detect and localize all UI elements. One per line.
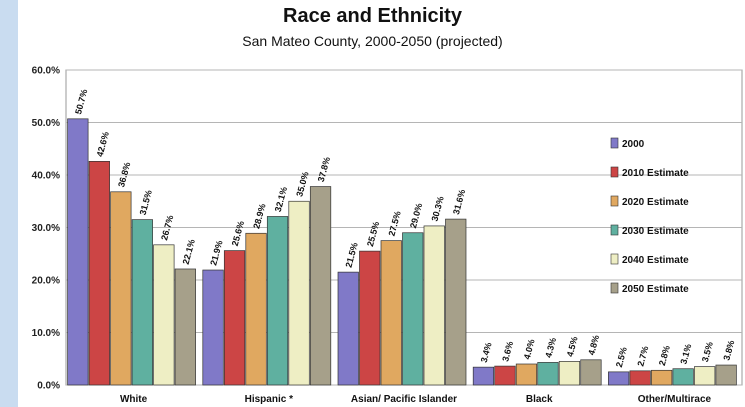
bar xyxy=(174,268,196,386)
legend-swatch xyxy=(610,195,619,207)
bar xyxy=(515,363,538,386)
legend-label: 2030 Estimate xyxy=(622,226,689,237)
bar xyxy=(715,364,737,386)
bar xyxy=(223,250,246,386)
bar xyxy=(580,359,602,386)
x-category-label: White xyxy=(120,394,148,405)
y-tick-label: 20.0% xyxy=(32,276,60,287)
bar xyxy=(402,232,424,386)
chart-subtitle: San Mateo County, 2000-2050 (projected) xyxy=(242,33,503,49)
bar xyxy=(445,218,467,386)
legend-swatch xyxy=(610,253,619,265)
bar xyxy=(558,361,581,386)
bar xyxy=(131,219,153,386)
bar xyxy=(494,365,516,386)
bar xyxy=(423,225,445,386)
legend-label: 2020 Estimate xyxy=(622,197,689,208)
legend-label: 2040 Estimate xyxy=(622,255,689,266)
legend-swatch xyxy=(610,166,619,178)
bar xyxy=(202,269,224,386)
legend-swatch xyxy=(610,224,619,236)
bar xyxy=(266,216,289,386)
x-category-label: Asian/ Pacific Islander xyxy=(351,394,457,405)
bar xyxy=(309,186,332,386)
bar xyxy=(245,232,267,386)
bar xyxy=(651,369,673,386)
bar xyxy=(88,161,110,386)
legend-swatch xyxy=(610,137,619,149)
y-tick-label: 60.0% xyxy=(32,66,60,77)
x-category-label: Hispanic * xyxy=(245,394,293,405)
y-tick-label: 50.0% xyxy=(32,118,60,129)
y-tick-label: 0.0% xyxy=(37,381,60,392)
bar xyxy=(337,271,359,386)
bar xyxy=(694,366,716,386)
legend-label: 2050 Estimate xyxy=(622,284,689,295)
y-tick-label: 10.0% xyxy=(32,328,60,339)
bar xyxy=(153,244,175,386)
y-tick-label: 40.0% xyxy=(32,171,60,182)
chart-title: Race and Ethnicity xyxy=(283,5,462,27)
bar xyxy=(472,366,495,386)
legend-swatch xyxy=(610,282,619,294)
bar xyxy=(288,200,310,386)
bar xyxy=(380,240,402,386)
bar xyxy=(608,371,630,386)
bar xyxy=(110,191,132,386)
bar xyxy=(629,370,651,386)
bar xyxy=(359,250,381,386)
legend: 2000 2010 Estimate 2020 Estimate 2030 Estim… xyxy=(610,137,689,295)
x-category-label: Other/Multirace xyxy=(638,394,712,405)
legend-label: 2000 xyxy=(622,139,645,150)
legend-label: 2010 Estimate xyxy=(622,168,689,179)
bar xyxy=(537,362,559,386)
y-tick-label: 30.0% xyxy=(32,223,60,234)
x-category-label: Black xyxy=(526,394,553,405)
bar xyxy=(67,118,89,386)
bar xyxy=(672,368,694,386)
